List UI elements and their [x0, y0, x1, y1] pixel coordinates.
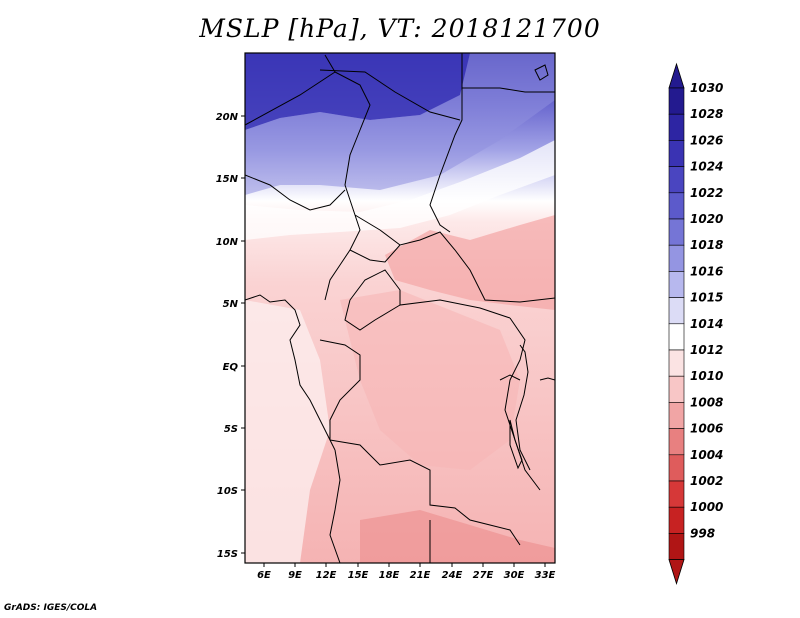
- colorbar-swatch: [668, 533, 685, 560]
- colorbar-swatch: [668, 166, 685, 194]
- higher-pressure-west-coast: [245, 300, 330, 563]
- colorbar-label: 1000: [690, 500, 723, 514]
- colorbar-swatch: [668, 375, 685, 403]
- colorbar-swatch: [668, 454, 685, 482]
- lat-tick-label: 10N: [216, 237, 239, 248]
- lat-tick-label: 5N: [223, 299, 239, 310]
- colorbar-swatch: [668, 506, 685, 534]
- colorbar-label: 1020: [690, 212, 723, 226]
- colorbar-label: 1022: [690, 186, 723, 200]
- colorbar-swatch: [668, 192, 685, 220]
- transition-band: [245, 140, 555, 240]
- map-title: MSLP [hPa], VT: 2018121700: [199, 14, 601, 43]
- colorbar-label: 1030: [690, 81, 723, 95]
- colorbar-label: 1002: [690, 474, 723, 488]
- tick-marks: [241, 115, 546, 567]
- colorbar-label: 998: [690, 526, 715, 540]
- colorbar-label: 1004: [690, 448, 723, 462]
- coastline: [245, 64, 549, 471]
- colorbar-swatch: [668, 113, 685, 141]
- colorbar-label: 1006: [690, 422, 723, 436]
- colorbar-label: 1008: [690, 395, 723, 409]
- lon-tick-label: 30E: [504, 570, 525, 581]
- colorbar-swatch: [668, 480, 685, 508]
- lat-tick-label: 20N: [216, 112, 239, 123]
- lon-tick-label: 27E: [473, 570, 494, 581]
- high-pressure-core: [245, 53, 470, 130]
- colorbar-swatch: [668, 297, 685, 325]
- credit-text: GrADS: IGES/COLA: [4, 603, 98, 613]
- colorbar-label: 1010: [690, 369, 723, 383]
- low-pressure-region-south: [360, 510, 555, 563]
- lat-tick-label: 15N: [216, 174, 239, 185]
- country-borders: [245, 53, 555, 563]
- map-frame: [244, 52, 556, 564]
- lon-tick-label: 9E: [288, 570, 302, 581]
- colorbar-label: 1015: [690, 291, 723, 305]
- colorbar-label: 1026: [690, 133, 723, 147]
- lon-tick-label: 15E: [348, 570, 369, 581]
- colorbar-top-arrow: [668, 62, 685, 89]
- colorbar: 1030 1028 1026 1024 1022 1020 1018 1016 1015 1014…: [668, 62, 723, 585]
- lon-tick-label: 24E: [442, 570, 463, 581]
- lon-tick-label: 12E: [316, 570, 337, 581]
- lon-tick-label: 21E: [410, 570, 431, 581]
- low-pressure-region-central: [340, 290, 520, 470]
- lat-tick-label: 10S: [217, 486, 238, 497]
- colorbar-swatch: [668, 271, 685, 298]
- colorbar-label: 1024: [690, 160, 723, 174]
- colorbar-bottom-arrow: [668, 559, 685, 585]
- lat-tick-label: 15S: [217, 549, 238, 560]
- lat-tick-label: EQ: [223, 362, 239, 373]
- colorbar-label: 1028: [690, 107, 723, 121]
- low-pressure-region-east: [385, 215, 555, 310]
- colorbar-swatch: [668, 428, 685, 456]
- lon-tick-label: 33E: [535, 570, 556, 581]
- colorbar-swatch: [668, 402, 685, 429]
- lat-tick-label: 5S: [224, 424, 238, 435]
- colorbar-swatch: [668, 323, 685, 351]
- colorbar-label: 1014: [690, 317, 723, 331]
- colorbar-label: 1012: [690, 343, 723, 357]
- lon-tick-label: 6E: [257, 570, 271, 581]
- colorbar-label: 1016: [690, 264, 723, 278]
- colorbar-swatch: [668, 244, 685, 272]
- colorbar-swatch: [668, 218, 685, 246]
- colorbar-swatch: [668, 87, 685, 115]
- colorbar-label: 1018: [690, 238, 723, 252]
- colorbar-swatch: [668, 140, 685, 167]
- lon-tick-label: 18E: [379, 570, 400, 581]
- colorbar-swatch: [668, 349, 685, 377]
